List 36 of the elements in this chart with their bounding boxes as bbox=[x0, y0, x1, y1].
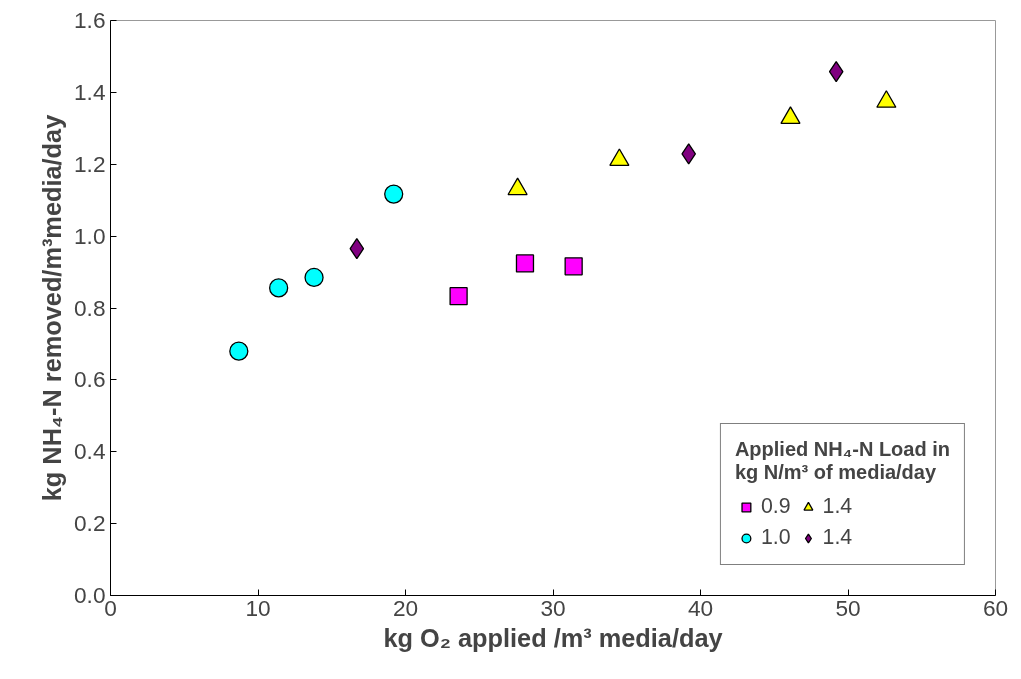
point bbox=[449, 286, 468, 306]
legend-label: 1.4 bbox=[822, 494, 853, 519]
x-tick-label: 50 bbox=[835, 594, 861, 621]
y-tick-label: 1.0 bbox=[74, 222, 106, 249]
y-tick-label: 1.2 bbox=[74, 150, 106, 177]
point bbox=[229, 341, 249, 361]
point bbox=[384, 184, 404, 204]
y-tick-label: 0.4 bbox=[74, 438, 106, 465]
legend-label: 1.4 bbox=[822, 525, 853, 550]
legend-label: 0.9 bbox=[760, 494, 791, 519]
point bbox=[681, 143, 697, 165]
y-tick-label: 0.6 bbox=[74, 366, 106, 393]
point bbox=[515, 254, 535, 273]
point bbox=[349, 238, 365, 260]
x-tick-label: 60 bbox=[982, 594, 1009, 621]
x-tick-label: 10 bbox=[245, 594, 271, 621]
legend-label: 1.0 bbox=[760, 525, 791, 550]
x-tick-label: 0 bbox=[104, 594, 117, 621]
x-tick-label: 20 bbox=[392, 594, 419, 621]
y-axis-title: kg NH₄-N removed/m³media/day bbox=[38, 114, 66, 502]
point bbox=[507, 177, 528, 196]
legend-title: Applied NH₄-N Load in kg N/m³ of media/day bbox=[734, 438, 950, 484]
point bbox=[609, 148, 630, 167]
y-tick-label: 1.4 bbox=[74, 78, 106, 105]
x-tick-label: 30 bbox=[540, 594, 566, 621]
y-tick-label: 0.2 bbox=[74, 510, 106, 537]
y-tick-label: 1.6 bbox=[74, 7, 106, 33]
x-axis-title: kg O₂ applied /m³ media/day bbox=[383, 623, 723, 652]
point bbox=[304, 267, 324, 288]
y-tick-label: 0.8 bbox=[74, 294, 106, 321]
x-tick-label: 40 bbox=[687, 594, 714, 621]
point bbox=[564, 257, 583, 276]
point bbox=[269, 278, 289, 298]
point bbox=[876, 90, 897, 108]
point bbox=[780, 106, 801, 125]
y-tick-label: 0.0 bbox=[74, 582, 106, 608]
